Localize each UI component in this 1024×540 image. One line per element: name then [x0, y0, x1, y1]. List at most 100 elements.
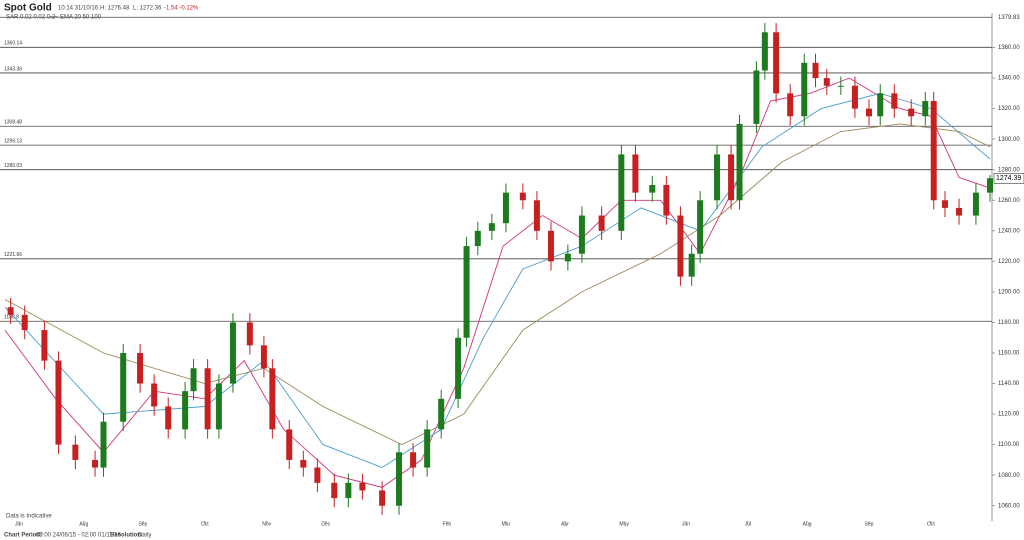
- candle: [632, 145, 639, 202]
- candle-body: [649, 185, 656, 193]
- candle: [488, 214, 495, 240]
- candle-body: [714, 154, 721, 201]
- candle: [286, 420, 293, 470]
- y-tick-label: 1300.00: [998, 137, 1020, 143]
- candle: [100, 412, 107, 477]
- candle: [137, 343, 144, 393]
- y-tick-label: 1160.00: [998, 351, 1020, 357]
- resolution: Daily: [138, 533, 151, 539]
- candle: [908, 99, 915, 126]
- candle-body: [519, 192, 526, 201]
- candle-body: [956, 207, 963, 216]
- candle-body: [229, 322, 236, 384]
- candle-body: [215, 383, 222, 430]
- candle-body: [837, 85, 844, 87]
- price-label: 1274.39: [996, 175, 1021, 182]
- candle: [165, 397, 172, 439]
- candle: [823, 68, 830, 95]
- level-label: 1343.36: [4, 66, 22, 72]
- candle-body: [598, 215, 605, 231]
- candle-body: [663, 185, 670, 216]
- candle-body: [379, 490, 386, 506]
- candle: [151, 374, 158, 416]
- candle-body: [100, 421, 107, 468]
- candle: [300, 450, 307, 477]
- candle-body: [345, 482, 352, 499]
- x-tick-label: Feb: [443, 521, 452, 527]
- candle: [598, 206, 605, 240]
- candle: [736, 114, 743, 210]
- x-tick-label: May: [619, 521, 629, 527]
- candle-body: [120, 353, 127, 422]
- candle: [92, 450, 99, 477]
- candle-body: [930, 101, 937, 201]
- candle-body: [877, 93, 884, 117]
- candle: [663, 175, 670, 225]
- candle-body: [787, 93, 794, 117]
- candle-body: [182, 391, 189, 430]
- candle-body: [618, 154, 625, 231]
- candle-body: [502, 192, 509, 224]
- candle-body: [246, 322, 253, 346]
- level-label: 1360.14: [4, 41, 22, 47]
- price-box: [993, 172, 1024, 184]
- y-tick-label: 1260.00: [998, 198, 1020, 204]
- candle: [345, 473, 352, 508]
- candle-body: [941, 200, 948, 208]
- candle-body: [92, 459, 99, 468]
- candle-body: [72, 444, 79, 460]
- candle: [21, 305, 28, 340]
- candle-body: [7, 307, 14, 315]
- title: Spot Gold: [4, 3, 52, 14]
- candle: [190, 359, 197, 401]
- candle: [260, 336, 267, 378]
- candle: [463, 236, 470, 347]
- low: L: 1272.36: [133, 6, 162, 12]
- y-tick-label: 1200.00: [998, 289, 1020, 295]
- candle: [359, 473, 366, 500]
- candle: [269, 359, 276, 439]
- candle: [314, 458, 321, 492]
- x-tick-label: Jul: [745, 521, 751, 527]
- y-tick-label: 1220.00: [998, 259, 1020, 265]
- candle: [564, 244, 571, 271]
- level-label: 1296.13: [4, 138, 22, 144]
- candle: [455, 328, 462, 408]
- candle-body: [812, 62, 819, 79]
- level-label: 1280.03: [4, 163, 22, 169]
- candle-body: [865, 108, 872, 117]
- candle: [519, 183, 526, 210]
- y-tick-label: 1120.00: [998, 412, 1020, 418]
- candle: [120, 343, 127, 431]
- y-tick-label: 1360.00: [998, 45, 1020, 51]
- candle: [379, 481, 386, 515]
- candle: [7, 298, 14, 324]
- candle-body: [396, 452, 402, 506]
- x-tick-label: Nov: [262, 521, 271, 527]
- candle: [837, 76, 844, 95]
- candle-body: [697, 200, 704, 254]
- candle-body: [753, 70, 760, 124]
- candle: [922, 91, 929, 126]
- candle-body: [137, 353, 144, 384]
- candle: [956, 198, 963, 225]
- x-tick-label: Aug: [79, 521, 88, 527]
- y-tick-label: 1060.00: [998, 503, 1020, 509]
- candle-body: [151, 383, 158, 407]
- candle: [728, 145, 735, 210]
- candle-body: [564, 253, 571, 262]
- candle: [714, 145, 721, 210]
- candle: [697, 191, 704, 263]
- candle: [424, 420, 431, 477]
- candle: [851, 76, 858, 118]
- candle: [215, 374, 222, 439]
- candle-body: [851, 85, 858, 109]
- candle-body: [438, 398, 445, 430]
- candle: [55, 351, 62, 454]
- candle-body: [801, 62, 808, 117]
- period: 03:00 24/06/15 - 02:00 01/11/16: [36, 533, 122, 539]
- y-tick-label: 1140.00: [998, 381, 1020, 387]
- candle: [618, 145, 625, 240]
